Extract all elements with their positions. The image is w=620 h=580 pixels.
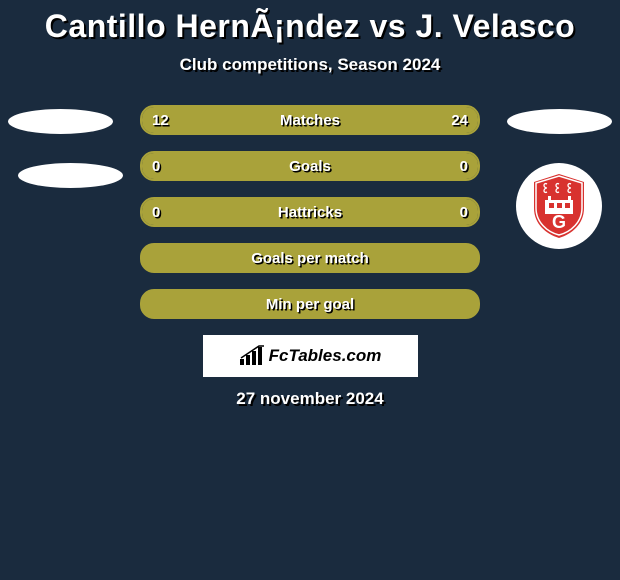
player-right-club-logo: G (516, 163, 602, 249)
shield-icon: G (530, 172, 588, 240)
stat-row: Min per goal (140, 289, 480, 319)
stat-label: Goals (182, 158, 438, 175)
subtitle: Club competitions, Season 2024 (0, 55, 620, 75)
stat-row: 0Hattricks0 (140, 197, 480, 227)
stat-label: Hattricks (182, 204, 438, 221)
stats-area: G 12Matches240Goals00Hattricks0Goals per… (0, 105, 620, 409)
comparison-card: Cantillo HernÃ¡ndez vs J. Velasco Club c… (0, 0, 620, 409)
player-right-badge-placeholder-1 (507, 109, 612, 134)
stat-rows: 12Matches240Goals00Hattricks0Goals per m… (140, 105, 480, 319)
stat-label: Min per goal (182, 296, 438, 313)
player-left-badge-placeholder-1 (8, 109, 113, 134)
stat-right-value: 24 (438, 112, 478, 129)
stat-row: 0Goals0 (140, 151, 480, 181)
stat-right-value: 0 (438, 204, 478, 221)
svg-text:G: G (552, 212, 566, 232)
player-left-badge-placeholder-2 (18, 163, 123, 188)
stat-row: Goals per match (140, 243, 480, 273)
page-title: Cantillo HernÃ¡ndez vs J. Velasco (0, 8, 620, 45)
brand-box[interactable]: FcTables.com (203, 335, 418, 377)
bar-chart-icon (239, 345, 265, 367)
stat-left-value: 0 (142, 158, 182, 175)
footer-date: 27 november 2024 (0, 389, 620, 409)
stat-left-value: 0 (142, 204, 182, 221)
stat-row: 12Matches24 (140, 105, 480, 135)
stat-left-value: 12 (142, 112, 182, 129)
brand-label: FcTables.com (269, 346, 382, 366)
stat-right-value: 0 (438, 158, 478, 175)
stat-label: Matches (182, 112, 438, 129)
stat-label: Goals per match (182, 250, 438, 267)
